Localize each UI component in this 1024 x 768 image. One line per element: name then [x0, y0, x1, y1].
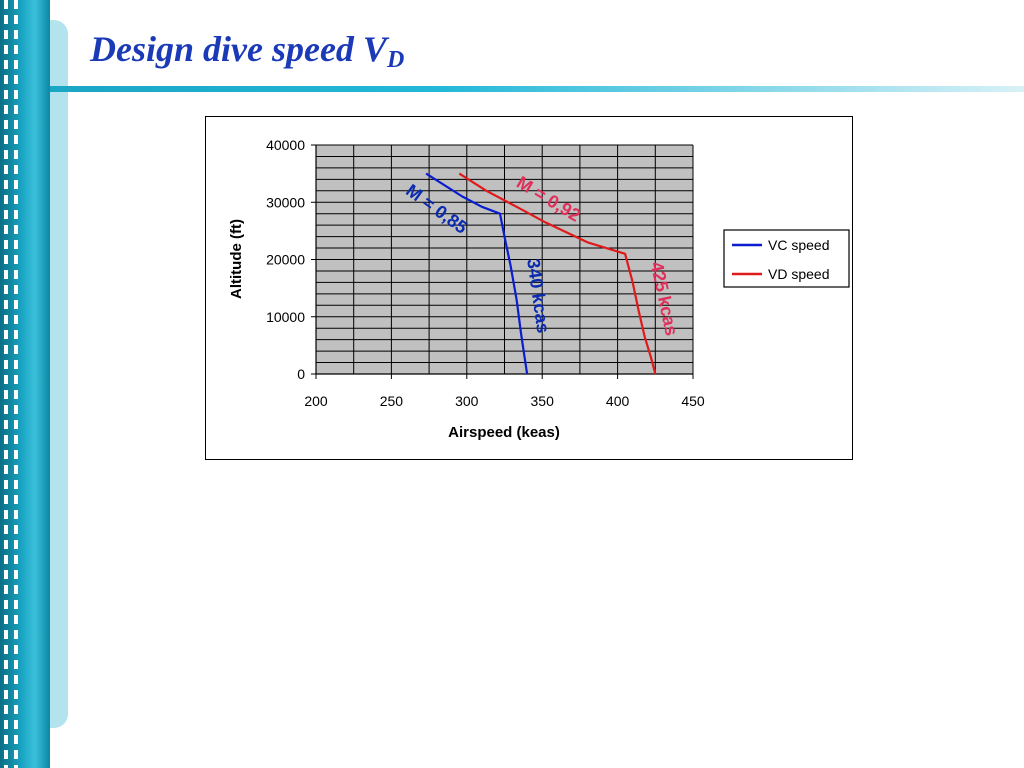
series-lines — [425, 172, 657, 375]
y-tick-label: 10000 — [266, 309, 305, 325]
legend-label-vd: VD speed — [768, 266, 829, 282]
x-tick-label: 250 — [380, 393, 404, 409]
x-tick-label: 350 — [531, 393, 555, 409]
slide-decor-wave — [50, 20, 68, 728]
y-axis-label: Altitude (ft) — [228, 219, 245, 299]
legend-label-vc: VC speed — [768, 237, 829, 253]
slide-decor-bar — [0, 0, 50, 768]
x-tick-label: 400 — [606, 393, 630, 409]
x-axis-label: Airspeed (keas) — [448, 424, 560, 441]
y-tick-label: 0 — [297, 366, 305, 382]
series-line-vd — [458, 172, 657, 375]
legend-box — [723, 229, 850, 288]
y-tick-label: 30000 — [266, 194, 305, 210]
x-tick-label: 300 — [455, 393, 479, 409]
y-tick-label: 40000 — [266, 137, 305, 153]
slide-title-main: Design dive speed V — [90, 29, 387, 69]
series-line-vc — [425, 172, 529, 375]
legend: VC speed VD speed — [723, 229, 850, 288]
title-underline — [50, 86, 1024, 92]
tick-labels: 0 10000 20000 30000 40000 200 250 300 350 400 450 — [266, 137, 705, 409]
y-tick-label: 20000 — [266, 252, 305, 268]
x-tick-label: 200 — [304, 393, 328, 409]
slide-title: Design dive speed VD — [90, 28, 404, 74]
x-tick-label: 450 — [681, 393, 705, 409]
slide-title-subscript: D — [386, 47, 405, 73]
axes — [311, 144, 694, 379]
